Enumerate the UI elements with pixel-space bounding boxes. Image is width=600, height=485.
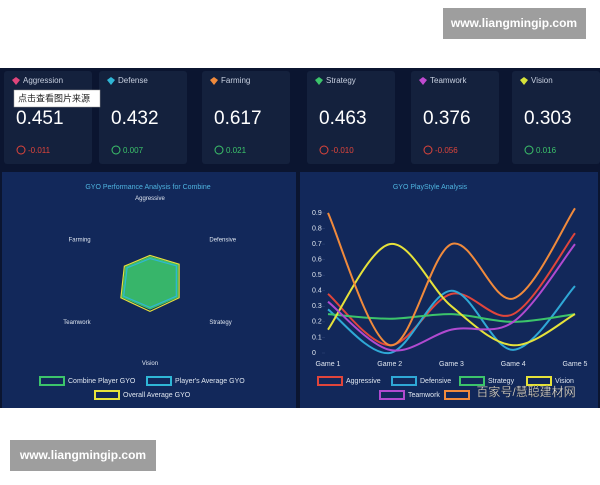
watermark-box xyxy=(10,440,156,471)
x-tick-label: Game 4 xyxy=(501,361,526,368)
y-tick-label: 0.8 xyxy=(312,225,322,232)
chart-title: GYO PlayStyle Analysis xyxy=(393,184,468,191)
radar-area xyxy=(121,256,179,310)
watermark: www.liangmingip.com xyxy=(450,16,577,30)
card-value: 0.463 xyxy=(319,108,367,129)
y-tick-label: 0.2 xyxy=(312,319,322,326)
card-value: 0.617 xyxy=(214,108,262,129)
radar-area xyxy=(120,254,180,313)
card-label: Vision xyxy=(531,76,553,85)
legend-label: Teamwork xyxy=(408,392,440,399)
card-delta: -0.010 xyxy=(331,146,354,155)
y-tick-label: 0.1 xyxy=(312,334,322,341)
legend-label: Combine Player GYO xyxy=(68,378,136,385)
y-tick-label: 0.6 xyxy=(312,256,322,263)
card xyxy=(307,71,395,164)
legend-swatch xyxy=(391,376,417,386)
legend-label: Vision xyxy=(555,378,574,385)
x-tick-label: Game 2 xyxy=(377,361,402,368)
card xyxy=(512,71,600,164)
line xyxy=(327,243,576,352)
card-icon xyxy=(210,77,218,85)
watermark: www.liangmingip.com xyxy=(19,448,146,462)
x-tick-label: Game 3 xyxy=(439,361,464,368)
tooltip-box xyxy=(13,89,101,108)
legend-swatch xyxy=(39,376,65,386)
line xyxy=(327,207,576,347)
y-tick-label: 0.4 xyxy=(312,288,322,295)
card-label: Farming xyxy=(221,76,250,85)
radar-axis-label: Vision xyxy=(142,361,158,367)
card-icon xyxy=(419,77,427,85)
card-label: Aggression xyxy=(23,76,63,85)
card-delta: 0.007 xyxy=(123,146,144,155)
radar-axis-label: Teamwork xyxy=(63,320,91,326)
card-label: Defense xyxy=(118,76,148,85)
watermark-box xyxy=(443,8,586,39)
radar-axis-label: Strategy xyxy=(209,320,231,326)
legend-swatch xyxy=(526,376,552,386)
x-tick-label: Game 1 xyxy=(316,361,341,368)
legend-swatch xyxy=(379,390,405,400)
card-delta: 0.021 xyxy=(226,146,247,155)
legend-swatch xyxy=(459,376,485,386)
card xyxy=(202,71,290,164)
line-panel xyxy=(300,172,598,408)
trend-icon xyxy=(319,145,329,155)
card-icon xyxy=(12,77,20,85)
line xyxy=(327,285,576,355)
legend-label: Aggressive xyxy=(346,378,381,385)
card-label: Strategy xyxy=(326,76,356,85)
chart-title: GYO Performance Analysis for Combine xyxy=(85,184,210,191)
card-value: 0.451 xyxy=(16,108,64,129)
watermark-overlay: 百家号/慧聪建材网 xyxy=(476,384,575,399)
legend-label: Strategy xyxy=(488,378,515,385)
radar-axis-label: Defensive xyxy=(209,237,236,243)
card-value: 0.376 xyxy=(423,108,471,129)
legend-swatch xyxy=(317,376,343,386)
line xyxy=(327,243,576,347)
radar-axis-label: Farming xyxy=(69,237,91,243)
y-tick-label: 0.3 xyxy=(312,303,322,310)
card-icon xyxy=(107,77,115,85)
legend-label: Player's Average GYO xyxy=(175,378,245,385)
y-tick-label: 0.9 xyxy=(312,210,322,217)
charts: GYO Performance Analysis for Combine Aggr… xyxy=(39,184,588,400)
legend-swatch xyxy=(146,376,172,386)
trend-icon xyxy=(524,145,534,155)
card-value: 0.303 xyxy=(524,108,572,129)
legend-swatch xyxy=(94,390,120,400)
radar-area xyxy=(123,257,177,309)
card-delta: 0.016 xyxy=(536,146,557,155)
trend-icon xyxy=(111,145,121,155)
trend-icon xyxy=(16,145,26,155)
y-tick-label: 0 xyxy=(312,350,316,357)
trend-icon xyxy=(423,145,433,155)
y-tick-label: 0.7 xyxy=(312,241,322,248)
card-icon xyxy=(520,77,528,85)
legend-label: Defensive xyxy=(420,378,451,385)
radar-axis-label: Aggressive xyxy=(135,196,165,202)
card-label: Teamwork xyxy=(430,76,467,85)
tooltip: 点击查看图片来源 xyxy=(18,92,90,103)
card-delta: -0.056 xyxy=(435,146,458,155)
legend-swatch xyxy=(444,390,470,400)
cards: Aggression 0.451 -0.011 Defense 0.432 0.007 Fa… xyxy=(4,71,600,164)
y-tick-label: 0.5 xyxy=(312,272,322,279)
card-value: 0.432 xyxy=(111,108,159,129)
card xyxy=(99,71,187,164)
card-delta: -0.011 xyxy=(28,146,51,155)
legend-label: Overall Average GYO xyxy=(123,392,191,399)
x-tick-label: Game 5 xyxy=(563,361,588,368)
trend-icon xyxy=(214,145,224,155)
card xyxy=(411,71,499,164)
card-icon xyxy=(315,77,323,85)
line xyxy=(327,232,576,347)
